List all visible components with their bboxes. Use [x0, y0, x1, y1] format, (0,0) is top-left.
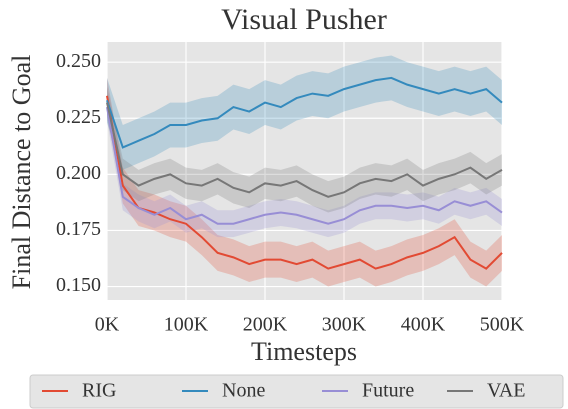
x-tick-label: 300K — [322, 314, 367, 336]
legend-label: VAE — [487, 380, 526, 402]
confidence-band — [107, 55, 502, 170]
y-axis-label: Final Distance to Goal — [7, 55, 36, 290]
confidence-band — [107, 86, 502, 213]
x-axis-label: Timesteps — [251, 337, 357, 366]
y-tick-label: 0.200 — [56, 162, 101, 184]
legend-label: None — [222, 380, 265, 402]
line — [106, 102, 503, 198]
y-tick-label: 0.175 — [56, 218, 101, 240]
confidence-band — [107, 77, 502, 287]
chart-title: Visual Pusher — [221, 3, 387, 36]
legend-label: Future — [362, 380, 414, 402]
legend — [29, 374, 564, 409]
y-tick-label: 0.150 — [56, 274, 101, 296]
x-tick-label: 200K — [243, 314, 288, 336]
confidence-band — [107, 93, 502, 238]
x-tick-label: 100K — [164, 314, 209, 336]
line — [106, 76, 503, 149]
x-tick-label: 500K — [480, 314, 525, 336]
line — [106, 95, 503, 270]
line — [106, 106, 503, 225]
plot-background — [107, 42, 502, 300]
legend-label: RIG — [82, 380, 116, 402]
y-tick-label: 0.250 — [56, 50, 101, 72]
x-tick-label: 400K — [401, 314, 446, 336]
y-tick-label: 0.225 — [56, 106, 101, 128]
x-tick-label: 0K — [95, 314, 120, 336]
